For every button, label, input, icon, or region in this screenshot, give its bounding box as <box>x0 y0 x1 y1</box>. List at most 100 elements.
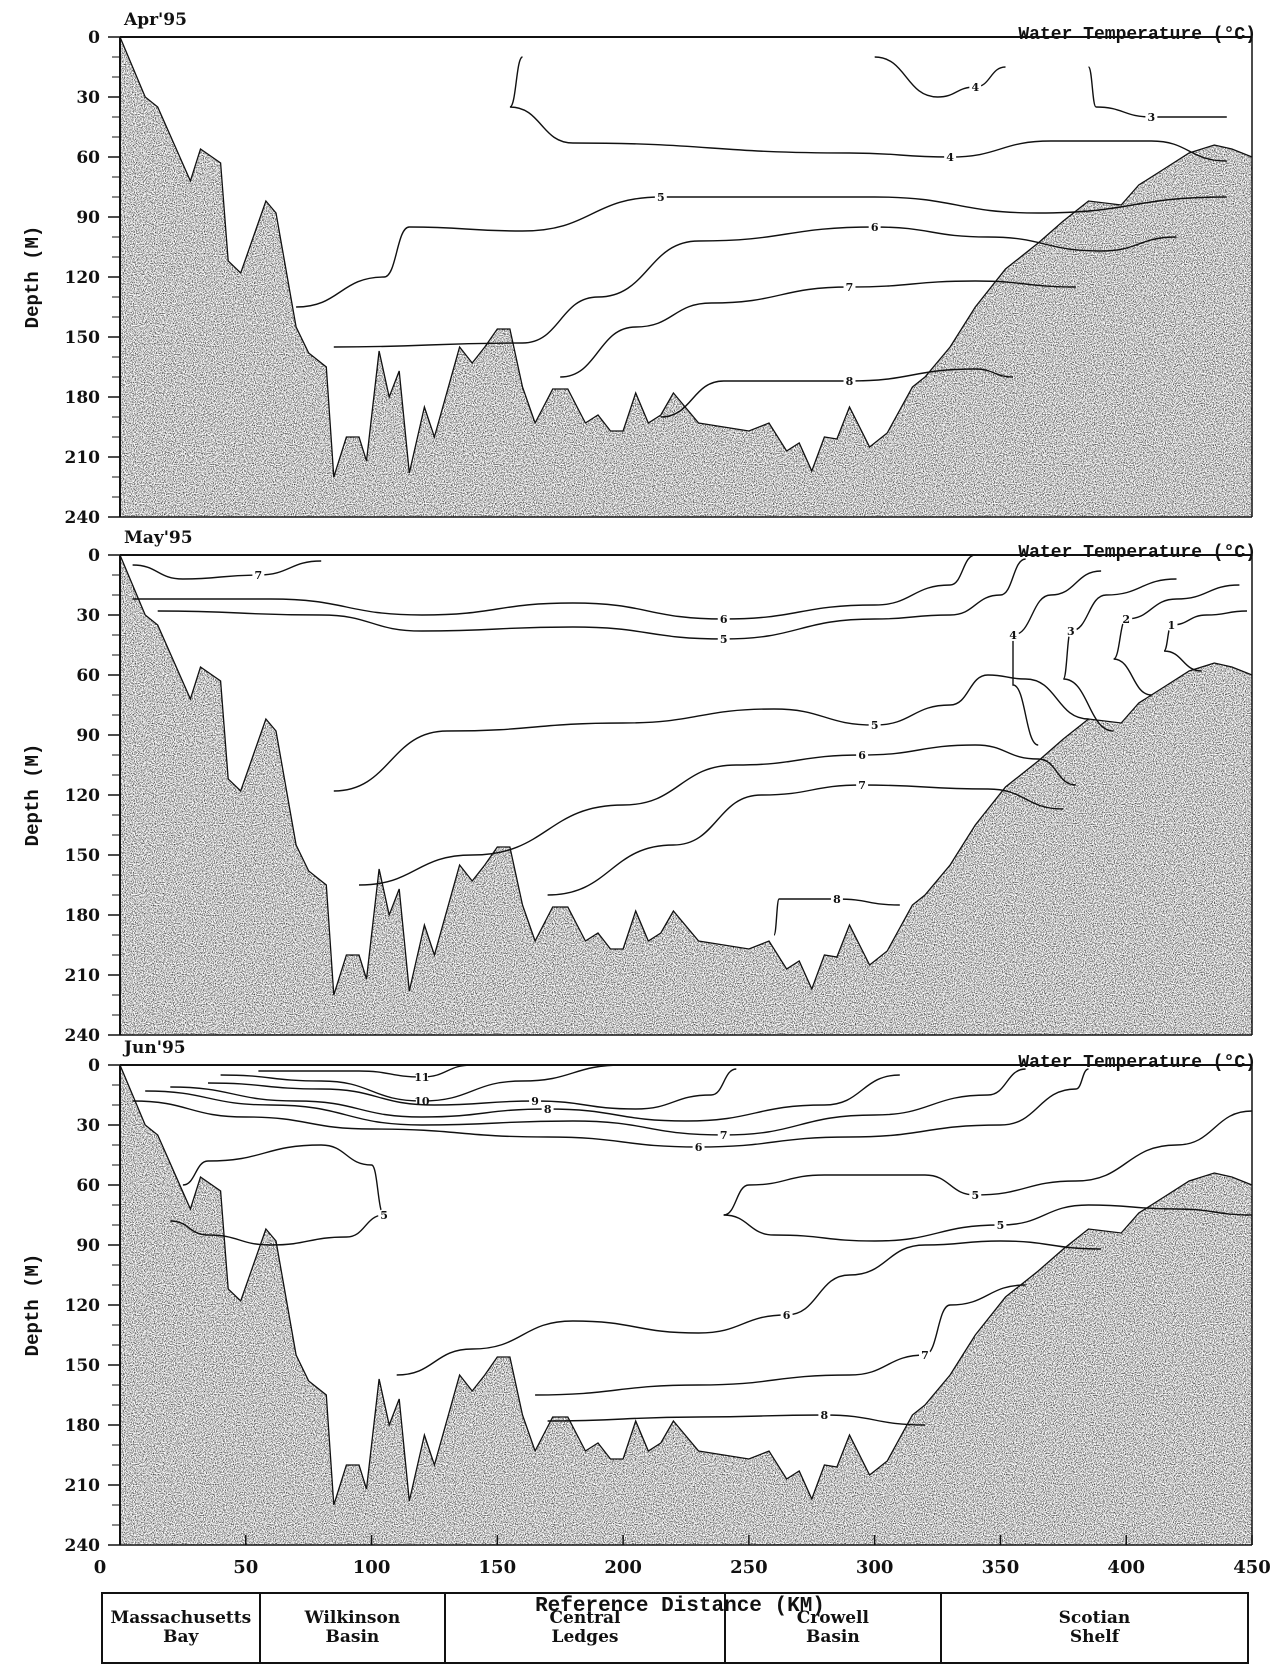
isotherm-label-bg <box>378 1209 391 1221</box>
isotherm-label-bg <box>415 1071 428 1083</box>
isotherm-11 <box>258 1064 473 1078</box>
panel-month-label: Jun'95 <box>122 1038 186 1058</box>
isotherm-7 <box>547 784 1064 896</box>
isotherm-label: 6 <box>858 749 866 762</box>
isotherm-label-bg <box>717 1129 730 1141</box>
isotherm-label: 3 <box>1148 111 1156 124</box>
isotherm-label: 8 <box>846 375 854 388</box>
isotherm-label-bg <box>856 779 869 791</box>
y-tick-label: 120 <box>65 1296 101 1316</box>
isotherm-6 <box>132 1068 1089 1148</box>
x-axis: 0 50 100 150 200 250 300 350 400 450 Reference Di… <box>94 1535 1271 1618</box>
panel-1: 3 4 4 5 6 7 8 0 30 60 90 120 150 180 210 240 Depth (M) Ap… <box>22 10 1256 528</box>
x-axis-label: Reference Distance (KM) <box>535 1595 825 1618</box>
isotherm-label-bg <box>1165 619 1178 631</box>
isotherm-label-bg <box>969 1189 982 1201</box>
isotherm-label: 5 <box>380 1209 388 1222</box>
isotherm-3 <box>1087 66 1227 118</box>
isotherm-5 <box>296 196 1227 308</box>
x-tick-label: 350 <box>982 1557 1020 1578</box>
seafloor-outline <box>119 554 1253 996</box>
y-tick-label: 120 <box>65 268 101 288</box>
isotherm-label: 4 <box>971 81 979 94</box>
isotherm-8 <box>547 1414 926 1426</box>
panel-title: Water Temperature (°C) <box>1018 25 1256 45</box>
isotherm-label: 6 <box>695 1141 703 1154</box>
region-cell: Massachusetts Bay <box>103 1594 261 1662</box>
isotherm-5 <box>157 558 1026 640</box>
y-tick-label: 60 <box>76 148 100 168</box>
panel-month-label: May'95 <box>124 528 193 548</box>
isotherm-label-bg <box>994 1219 1007 1231</box>
isotherm-label: 1 <box>1168 619 1176 632</box>
y-tick-label: 150 <box>65 846 101 866</box>
isotherm-label-bg <box>529 1095 542 1107</box>
isotherm-label-bg <box>717 633 730 645</box>
y-axis-label: Depth (M) <box>22 226 44 329</box>
isotherm-label-bg <box>918 1349 931 1361</box>
isotherm-label: 4 <box>1009 629 1017 642</box>
isotherm-label-bg <box>252 569 265 581</box>
seafloor-bathymetry <box>120 1065 1252 1545</box>
seafloor-bathymetry <box>120 555 1252 1035</box>
isotherm-7 <box>145 1068 1026 1136</box>
isotherm-label: 2 <box>1122 613 1130 626</box>
isotherm-6 <box>333 226 1177 348</box>
isotherm-label: 7 <box>255 569 263 582</box>
isotherm-label: 4 <box>946 151 954 164</box>
region-cell: Crowell Basin <box>726 1594 942 1662</box>
isotherm-label: 5 <box>871 719 879 732</box>
isotherm-7 <box>560 280 1076 378</box>
isotherm-label-bg <box>1007 629 1020 641</box>
isotherm-7 <box>132 560 322 580</box>
isotherm-label-bg <box>654 191 667 203</box>
region-cell: Central Ledges <box>446 1594 726 1662</box>
y-tick-label: 180 <box>65 388 101 408</box>
y-tick-label: 240 <box>65 1026 101 1046</box>
isotherm-6 <box>358 744 1076 886</box>
isotherm-label: 6 <box>783 1309 791 1322</box>
isotherm-label: 5 <box>657 191 665 204</box>
isotherm-label-bg <box>843 281 856 293</box>
isotherm-label-bg <box>1120 613 1133 625</box>
y-tick-label: 210 <box>65 966 101 986</box>
y-tick-label: 30 <box>76 88 100 108</box>
y-axis-label: Depth (M) <box>22 1254 44 1357</box>
isotherm-label-bg <box>969 81 982 93</box>
isotherm-label: 7 <box>921 1349 929 1362</box>
isotherm-label: 6 <box>720 613 728 626</box>
isotherm-8 <box>773 898 900 936</box>
isotherm-9 <box>207 1068 737 1110</box>
x-tick-label: 450 <box>1233 1557 1271 1578</box>
panel-month-label: Apr'95 <box>123 10 187 30</box>
x-tick-label: 250 <box>730 1557 768 1578</box>
isotherm-4 <box>874 56 1006 98</box>
panel-title: Water Temperature (°C) <box>1018 1053 1256 1073</box>
y-tick-label: 60 <box>76 1176 100 1196</box>
isotherm-label: 7 <box>846 281 854 294</box>
isotherm-label-bg <box>692 1141 705 1153</box>
isotherm-label: 5 <box>997 1219 1005 1232</box>
isotherm-label: 6 <box>871 221 879 234</box>
isotherm-label-bg <box>843 375 856 387</box>
isotherm-5 <box>723 1110 1253 1216</box>
isotherm-4 <box>509 56 1227 162</box>
isotherm-label: 9 <box>531 1095 539 1108</box>
x-tick-label: 300 <box>856 1557 894 1578</box>
y-axis-label: Depth (M) <box>22 744 44 847</box>
y-tick-label: 60 <box>76 666 100 686</box>
isotherm-label: 8 <box>544 1103 552 1116</box>
isotherm-label-bg <box>856 749 869 761</box>
seafloor-outline <box>119 1064 1253 1506</box>
isotherm-label-bg <box>717 613 730 625</box>
isotherm-label: 10 <box>414 1095 430 1108</box>
y-tick-label: 90 <box>76 1236 100 1256</box>
region-cell: Wilkinson Basin <box>261 1594 447 1662</box>
isotherm-label-bg <box>868 221 881 233</box>
y-tick-label: 90 <box>76 208 100 228</box>
isotherm-label-bg <box>780 1309 793 1321</box>
y-tick-label: 90 <box>76 726 100 746</box>
